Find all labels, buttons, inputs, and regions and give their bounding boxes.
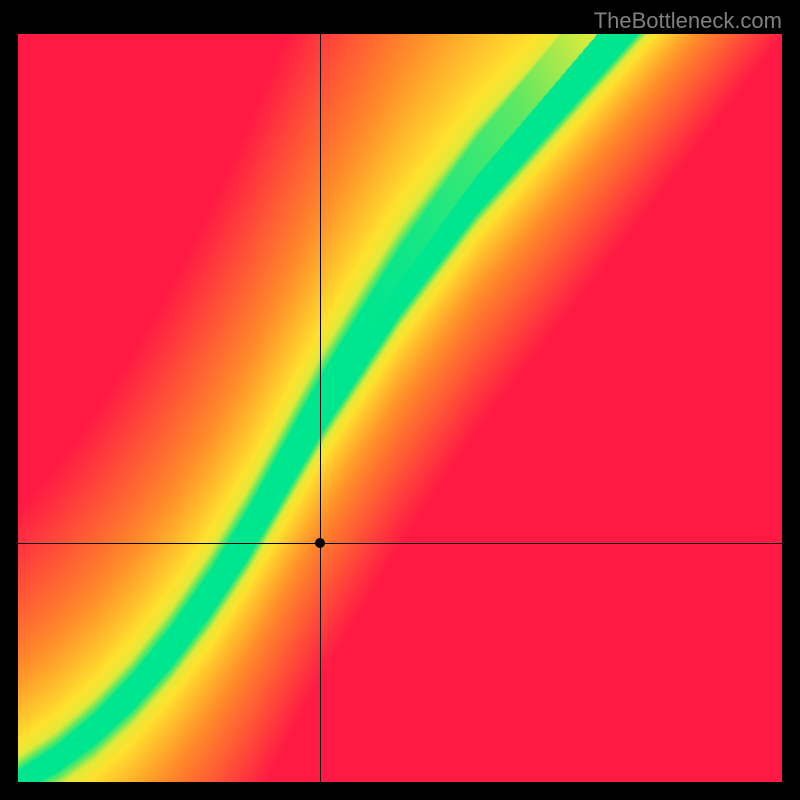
watermark-text: TheBottleneck.com: [594, 8, 782, 34]
crosshair-vertical: [320, 34, 321, 782]
heatmap-chart: [18, 34, 782, 782]
heatmap-canvas: [18, 34, 782, 782]
crosshair-horizontal: [18, 543, 782, 544]
crosshair-marker: [315, 538, 325, 548]
